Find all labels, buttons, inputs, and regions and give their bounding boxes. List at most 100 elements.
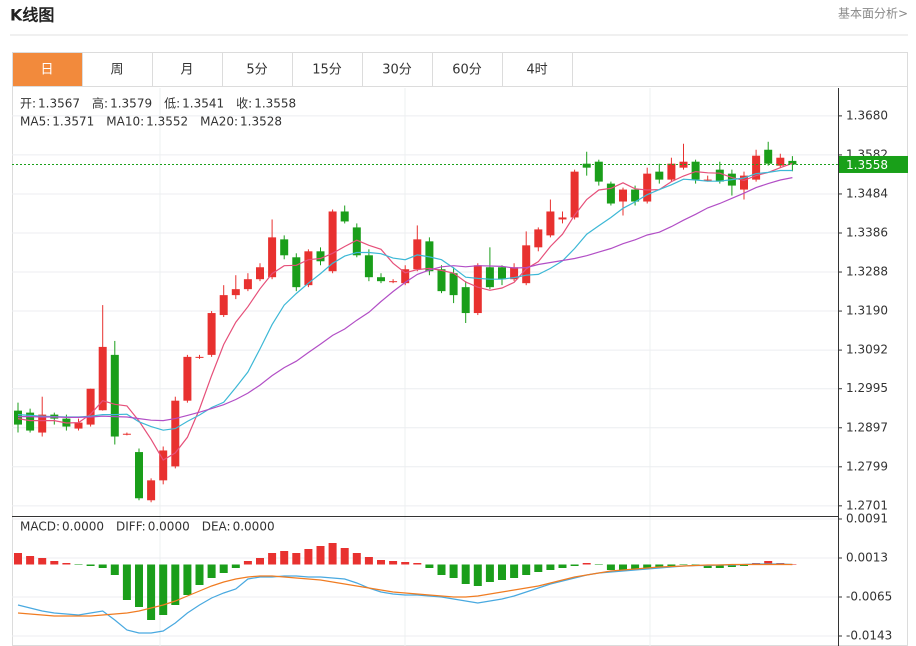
macd-bar bbox=[219, 564, 228, 573]
macd-bar bbox=[14, 553, 22, 565]
macd-bar bbox=[159, 564, 168, 615]
tab-label[interactable]: 4时 bbox=[526, 63, 547, 78]
y-tick-label: 1.3680 bbox=[846, 108, 888, 122]
last-price-box bbox=[839, 155, 908, 173]
candle-body bbox=[715, 169, 724, 182]
y-tick-label: 1.3092 bbox=[846, 343, 888, 357]
fundamental-link[interactable]: 基本面分析> bbox=[838, 7, 908, 21]
tab-label[interactable]: 15分 bbox=[312, 63, 342, 78]
y-tick-label: 1.2799 bbox=[846, 459, 888, 473]
macd-bar bbox=[171, 564, 180, 605]
macd-bar bbox=[377, 560, 385, 565]
candle-body bbox=[522, 245, 531, 284]
macd-bar bbox=[606, 564, 615, 570]
tab[interactable] bbox=[362, 52, 433, 87]
tab-label[interactable]: 5分 bbox=[246, 63, 267, 78]
candle-body bbox=[425, 241, 434, 272]
y-tick-label: 1.2897 bbox=[846, 420, 888, 434]
page-title: K线图 bbox=[10, 6, 54, 25]
candle-body bbox=[183, 356, 192, 401]
legend-label: MACD: bbox=[20, 520, 60, 534]
candle-body bbox=[171, 400, 180, 467]
legend-value: 1.3528 bbox=[240, 115, 282, 129]
candle-body bbox=[776, 157, 785, 166]
macd-bar bbox=[231, 564, 240, 568]
macd-bar bbox=[643, 564, 652, 568]
candle-body bbox=[631, 189, 640, 202]
indicator-line bbox=[17, 162, 793, 461]
candle-body bbox=[122, 433, 131, 435]
macd-bar bbox=[437, 564, 446, 575]
macd-bar bbox=[328, 543, 337, 565]
tab-label[interactable]: 60分 bbox=[452, 63, 482, 78]
tab-bar: 日 周 月 5分 15分 30分 60分 4时 bbox=[12, 52, 573, 87]
tab-label[interactable]: 30分 bbox=[382, 63, 412, 78]
macd-bar bbox=[292, 553, 301, 565]
chart-frame bbox=[12, 52, 908, 646]
macd-bar bbox=[401, 562, 410, 565]
legend-label: DIFF: bbox=[116, 520, 146, 534]
candle-body bbox=[304, 251, 313, 286]
macd-bar bbox=[703, 564, 712, 568]
tab[interactable] bbox=[222, 52, 293, 87]
macd-bar bbox=[510, 564, 519, 578]
macd-bar bbox=[304, 549, 313, 565]
indicator-line bbox=[17, 563, 793, 617]
macd-bar bbox=[534, 564, 543, 572]
macd-bar bbox=[352, 553, 361, 565]
legend-value: 1.3552 bbox=[146, 115, 188, 129]
candle-body bbox=[643, 173, 652, 202]
legend-label: MA5: bbox=[20, 115, 50, 129]
candle-body bbox=[498, 267, 506, 280]
tab[interactable] bbox=[12, 52, 83, 87]
indicator-line bbox=[18, 177, 793, 422]
candle-body bbox=[788, 160, 797, 165]
candle-body bbox=[38, 414, 47, 433]
tab[interactable] bbox=[82, 52, 153, 87]
macd-bar bbox=[26, 556, 35, 565]
macd-bar bbox=[256, 558, 264, 565]
indicator-line bbox=[17, 563, 793, 634]
legend-value: 0.0000 bbox=[233, 520, 275, 534]
legend-label: MA10: bbox=[106, 115, 144, 129]
candle-body bbox=[292, 257, 301, 288]
candle-body bbox=[546, 211, 555, 236]
macd-bar bbox=[655, 564, 664, 567]
candle-body bbox=[679, 161, 688, 168]
candle-body bbox=[135, 452, 143, 499]
candle-body bbox=[98, 346, 107, 411]
legend-value: 1.3579 bbox=[110, 97, 152, 111]
macd-bar bbox=[473, 564, 482, 586]
macd-bar bbox=[522, 564, 531, 575]
tab-label[interactable]: 月 bbox=[180, 63, 193, 78]
candle-body bbox=[703, 179, 712, 181]
macd-bar bbox=[389, 561, 398, 565]
candle-body bbox=[328, 211, 337, 272]
macd-bar bbox=[268, 553, 277, 565]
candle-body bbox=[606, 183, 615, 204]
macd-bar bbox=[727, 564, 736, 567]
tab[interactable] bbox=[152, 52, 223, 87]
candle-body bbox=[594, 161, 603, 182]
tab[interactable] bbox=[432, 52, 503, 87]
candle-body bbox=[461, 287, 470, 314]
tab-label[interactable]: 日 bbox=[40, 63, 53, 78]
macd-bar bbox=[498, 564, 506, 580]
legend-value: 0.0000 bbox=[148, 520, 190, 534]
macd-bar bbox=[558, 564, 567, 568]
macd-bar bbox=[280, 551, 289, 565]
macd-bar bbox=[619, 564, 627, 571]
macd-bar bbox=[485, 564, 494, 582]
candle-body bbox=[558, 217, 567, 220]
indicator-line bbox=[17, 169, 793, 431]
macd-bar bbox=[715, 564, 724, 568]
candle-body bbox=[147, 480, 156, 501]
candle-body bbox=[207, 313, 216, 355]
tab[interactable] bbox=[502, 52, 573, 87]
candle-body bbox=[534, 229, 543, 248]
candle-body bbox=[401, 269, 410, 284]
tab-label[interactable]: 周 bbox=[110, 63, 123, 78]
y-tick-label: -0.0143 bbox=[846, 629, 892, 643]
macd-bar bbox=[86, 564, 95, 566]
